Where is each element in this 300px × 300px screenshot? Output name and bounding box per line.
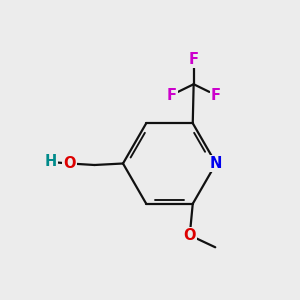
Text: O: O (184, 228, 196, 243)
Text: F: F (167, 88, 176, 103)
Text: N: N (210, 156, 222, 171)
Text: F: F (211, 88, 221, 103)
Text: H: H (44, 154, 56, 169)
Text: O: O (64, 156, 76, 171)
Text: F: F (189, 52, 199, 67)
